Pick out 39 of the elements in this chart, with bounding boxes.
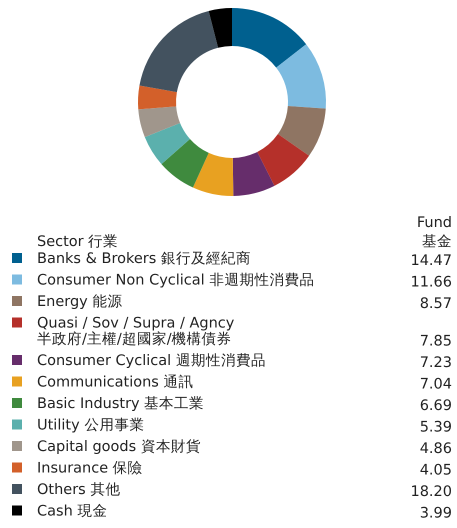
donut-slice	[139, 10, 218, 92]
legend-label: Insurance 保險	[37, 460, 143, 476]
donut-slice	[192, 152, 234, 196]
data-label: 8.57	[420, 296, 452, 312]
donut-slice	[138, 85, 177, 110]
legend-label: Others 其他	[37, 481, 120, 498]
text: 基金	[422, 233, 452, 250]
data-label: 5.39	[420, 420, 452, 436]
data-label: 7.85	[420, 334, 452, 350]
data-label: 3.99	[420, 506, 452, 522]
legend-label: Utility 公用事業	[37, 416, 144, 434]
legend-label: Banks & Brokers 銀行及經紀商	[37, 250, 251, 267]
legend-label: Quasi / Sov / Supra / Agncy 半政府/主權/超國家/機構債券	[37, 316, 235, 348]
legend-label: Energy 能源	[37, 293, 122, 310]
donut-slice	[144, 122, 190, 164]
data-label: 6.69	[420, 398, 452, 414]
data-label: 7.04	[420, 376, 452, 392]
legend-label: Communications 通訊	[37, 374, 194, 390]
legend-label: Consumer Cyclical 週期性消費品	[37, 352, 266, 369]
data-label: 4.05	[420, 462, 452, 478]
donut-slice	[208, 8, 232, 48]
data-label: 7.23	[420, 355, 452, 371]
data-label: 14.47	[410, 253, 452, 269]
donut-slice	[161, 139, 209, 188]
legend-label: Cash 現金	[37, 502, 108, 520]
data-label: 11.66	[410, 274, 452, 290]
legend-label: Capital goods 資本財貨	[37, 438, 201, 455]
donut-slice	[257, 134, 310, 186]
donut-slice	[278, 106, 326, 156]
donut-slice	[276, 44, 326, 109]
legend-label: Basic Industry 基本工業	[37, 395, 204, 412]
legend-title: Sector 行業	[37, 233, 118, 250]
donut-slice	[232, 152, 274, 196]
data-label: 18.20	[410, 484, 452, 500]
data-label: 4.86	[420, 441, 452, 457]
donut-slice	[232, 8, 306, 68]
legend-label: Consumer Non Cyclical 非週期性消費品	[37, 272, 314, 288]
donut-slice	[138, 106, 180, 138]
text: Fund	[416, 215, 452, 231]
